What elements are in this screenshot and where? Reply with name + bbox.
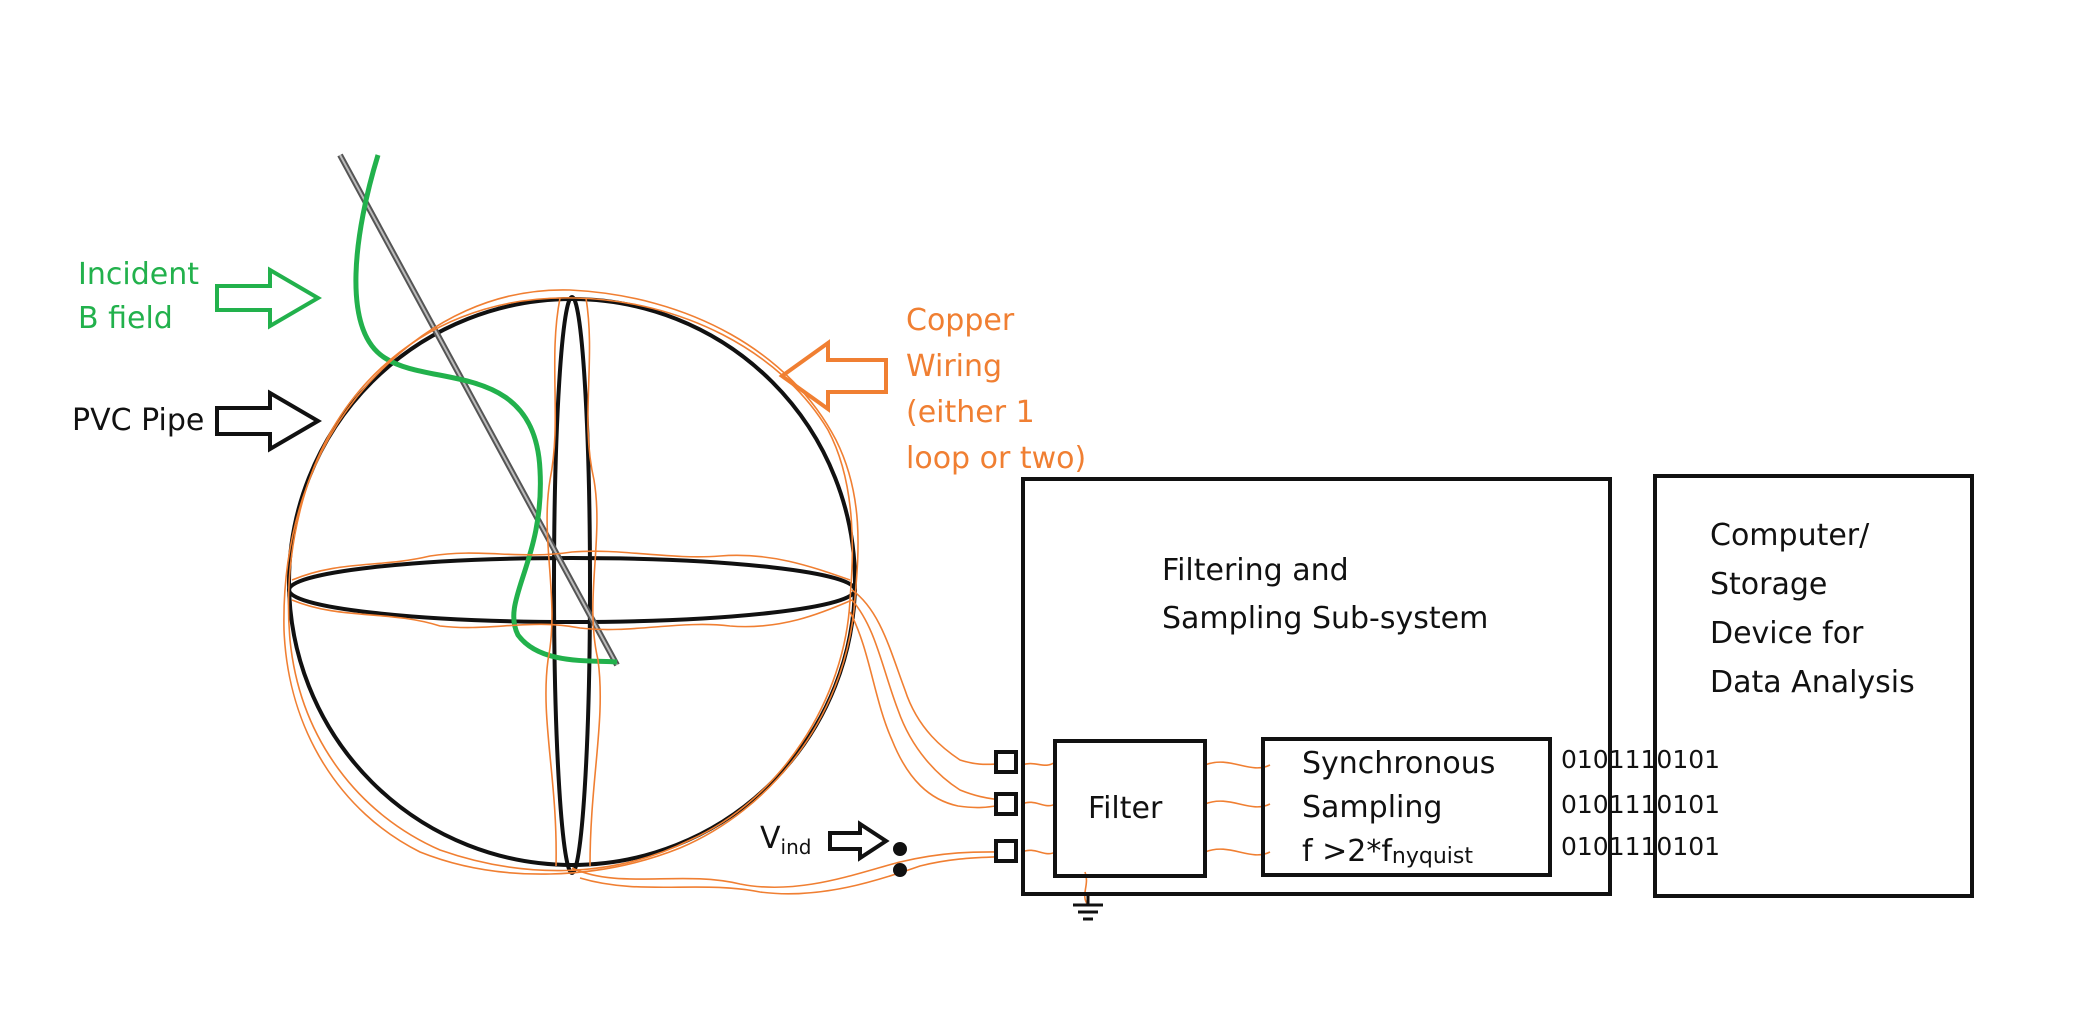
incident-b-field-line2: B field: [78, 301, 173, 336]
computer-label-line1: Computer/: [1710, 518, 1870, 553]
input-port-2: [994, 792, 1018, 816]
copper-wiring-arrow-icon: [778, 339, 888, 413]
filter-label: Filter: [1088, 791, 1163, 826]
b-field-arrow-icon: [215, 266, 322, 330]
copper-wiring-line3: (either 1: [906, 395, 1035, 430]
filtering-subsystem-box: [1021, 477, 1612, 896]
input-port-3: [994, 839, 1018, 863]
bitstream-3: 0101110101: [1561, 832, 1720, 861]
copper-loop-outer: [287, 297, 854, 872]
bitstream-2: 0101110101: [1561, 790, 1720, 819]
sync-sampling-line2: Sampling: [1302, 790, 1442, 825]
pvc-pipe-arrow-icon: [215, 389, 322, 453]
copper-lead-4: [571, 851, 1011, 888]
b-field-wave: [353, 154, 618, 665]
copper-filter-in: [1021, 761, 1056, 855]
pvc-pipe-rod-highlight: [339, 154, 618, 666]
sync-sampling-line3: f >2*fnyquist: [1302, 834, 1473, 869]
copper-equator-2: [291, 599, 853, 631]
copper-lead-2: [851, 599, 1011, 803]
filter-box: [1053, 739, 1207, 878]
copper-lead-5: [579, 855, 1011, 895]
copper-meridian-2: [585, 297, 602, 867]
input-ports: [994, 750, 1018, 863]
ground-symbol-icon: [1073, 895, 1103, 921]
sync-sampling-line1: Synchronous: [1302, 746, 1495, 781]
copper-wiring-label: Copper Wiring (either 1 loop or two): [906, 303, 1086, 476]
equator-loop: [287, 556, 857, 624]
computer-storage-box: [1653, 474, 1974, 898]
computer-label-line3: Device for: [1710, 616, 1864, 651]
input-port-1: [994, 750, 1018, 774]
copper-wiring-line4: loop or two): [906, 441, 1086, 476]
pvc-pipe-label: PVC Pipe: [72, 403, 204, 438]
copper-meridian-1: [545, 297, 561, 867]
copper-wiring-line2: Wiring: [906, 349, 1002, 384]
copper-equator-1: [291, 550, 851, 581]
v-ind-terminal-bottom: [893, 863, 907, 877]
computer-label-line4: Data Analysis: [1710, 665, 1915, 700]
sync-sampling-box: [1261, 737, 1552, 877]
copper-lead-3: [849, 611, 1011, 809]
incident-b-field-line1: Incident: [78, 257, 199, 292]
copper-wiring-line1: Copper: [906, 303, 1015, 338]
v-ind-terminal-top: [893, 842, 907, 856]
copper-filter-out: [1204, 761, 1271, 856]
copper-loop-outer-2: [283, 289, 859, 875]
filtering-subsystem-title-line1: Filtering and: [1162, 553, 1349, 588]
incident-b-field-label: Incident B field: [78, 257, 199, 336]
v-ind-label: Vind: [760, 821, 811, 859]
copper-lead-1: [851, 589, 1011, 766]
v-ind-arrow-icon: [828, 820, 890, 862]
filtering-subsystem-title-line2: Sampling Sub-system: [1162, 601, 1488, 636]
computer-label-line2: Storage: [1710, 567, 1827, 602]
bitstream-1: 0101110101: [1561, 745, 1720, 774]
